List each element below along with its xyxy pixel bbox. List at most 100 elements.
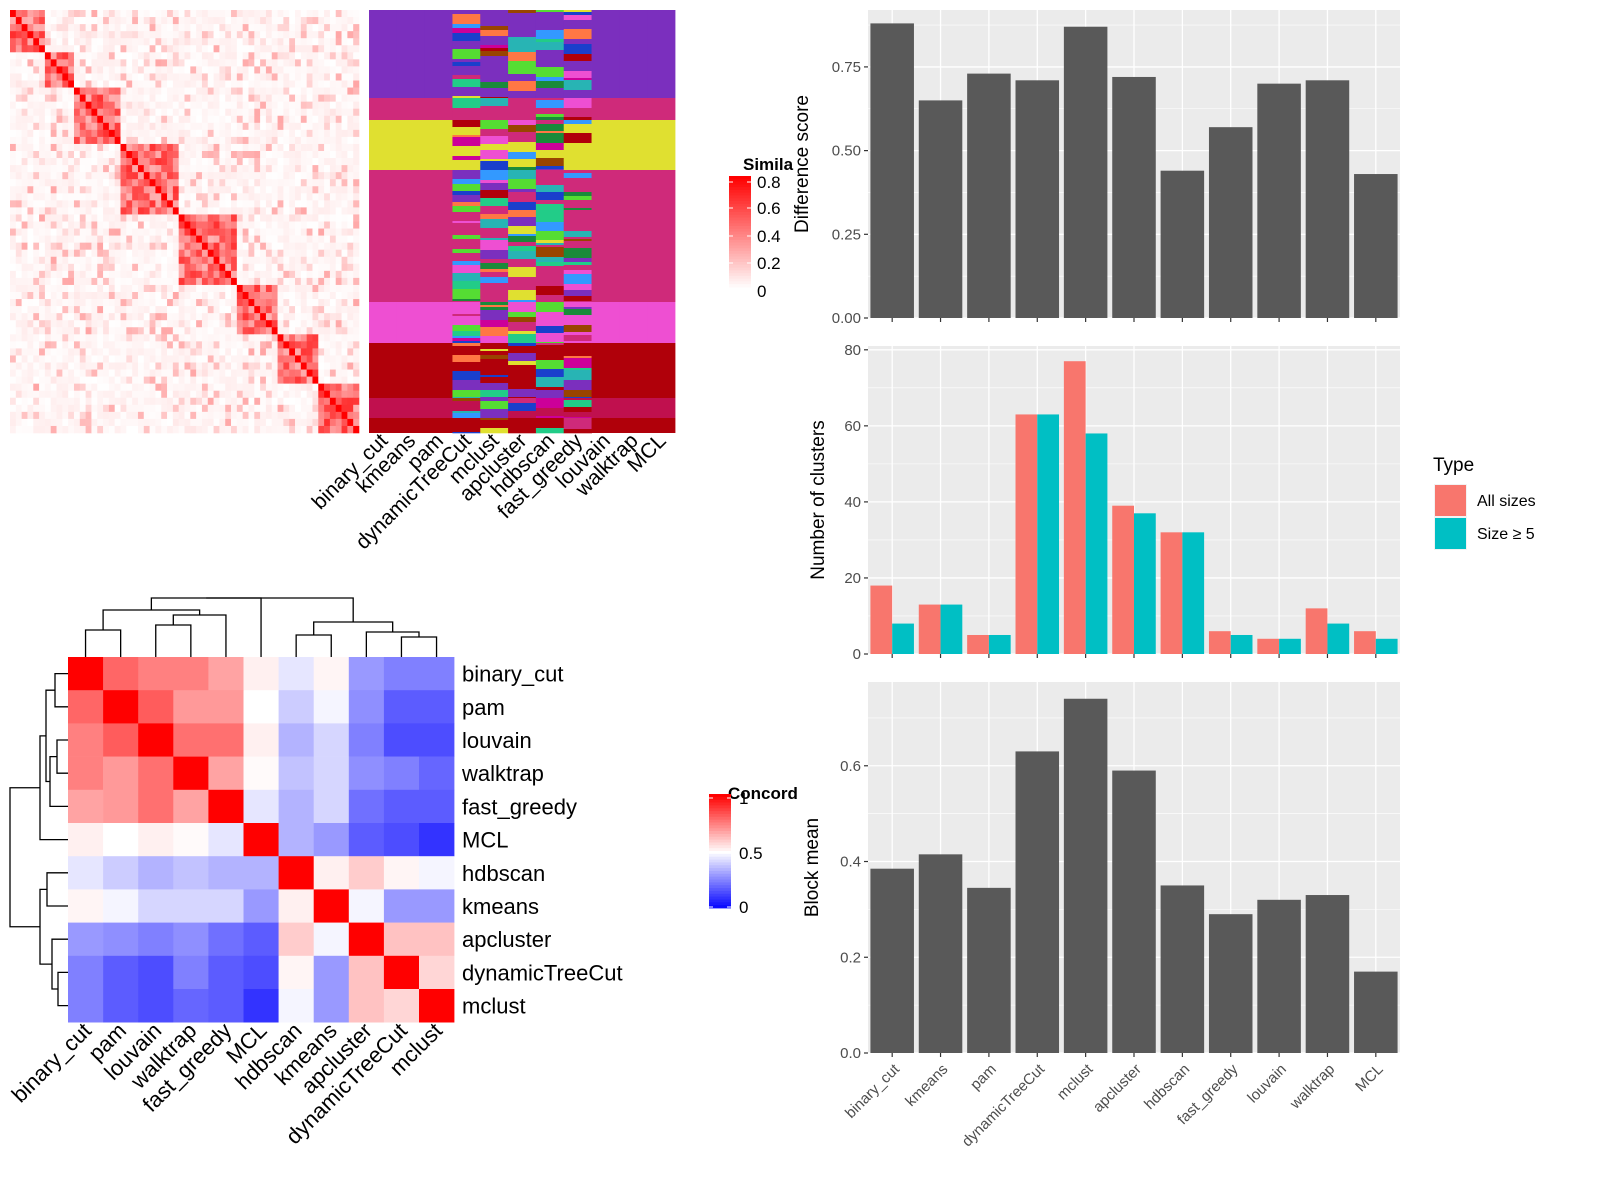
concordance-cell [383, 789, 420, 824]
bar [1134, 513, 1156, 654]
x-tick-label: mclust [1054, 1060, 1097, 1103]
concordance-cell [313, 657, 350, 691]
concordance-cell [68, 690, 104, 724]
concordance-cell [383, 856, 420, 890]
bar [1230, 634, 1253, 654]
concordance-legend-tick: 0 [739, 898, 748, 917]
dendrogram-branch [155, 624, 192, 657]
concordance-cell [419, 922, 455, 957]
dendrogram-branch [9, 787, 40, 928]
bar [1160, 885, 1205, 1053]
concordance-cell [313, 922, 350, 957]
similarity-cells [10, 10, 360, 434]
concordance-cell [103, 789, 139, 824]
dendrogram-branch [56, 739, 68, 774]
type-legend-label: Size ≥ 5 [1477, 526, 1535, 543]
type-legend-label: All sizes [1477, 493, 1536, 510]
type-legend-swatch [1435, 485, 1466, 516]
y-tick-label: 0.00 [832, 310, 861, 327]
concordance-cell [243, 690, 279, 724]
concordance-cell [348, 789, 385, 824]
bar [1208, 127, 1253, 318]
dendrogram-branch [150, 597, 262, 657]
concordance-cell [419, 789, 455, 824]
concordance-cell [208, 823, 244, 857]
concordance-cell [419, 823, 455, 857]
dendrogram-branch [400, 636, 438, 657]
bar [1063, 26, 1108, 319]
concordance-cell [419, 723, 455, 757]
y-tick-label: 0.25 [832, 226, 861, 243]
concordance-cell [68, 889, 104, 923]
concordance-cell [348, 823, 385, 857]
similarity-legend: Simila 0.8 0.6 0.4 0.2 0 [729, 155, 794, 301]
bar [918, 604, 941, 654]
dendrogram-branch [46, 872, 68, 907]
concordance-cell [278, 823, 314, 857]
concordance-cell [383, 756, 420, 791]
similarity-legend-tick: 0.6 [757, 199, 781, 218]
concordance-cell [243, 789, 279, 824]
concordance-cell [278, 723, 314, 757]
concordance-cell [208, 922, 244, 957]
concordance-cell [68, 856, 104, 890]
bar [1063, 698, 1108, 1053]
concordance-cell [348, 756, 385, 791]
bar [967, 634, 989, 654]
concordance-cell [383, 922, 420, 957]
concordance-cell [208, 723, 244, 757]
concordance-cell [103, 690, 139, 724]
concordance-cell [68, 723, 104, 757]
y-tick-label: 20 [844, 570, 861, 587]
concordance-cell [68, 955, 104, 990]
concordance-cell [278, 657, 314, 691]
dendrogram-branch [172, 614, 227, 657]
concordance-cell [243, 889, 279, 923]
concordance-cell [278, 856, 314, 890]
concordance-cell [173, 856, 209, 890]
concordance-cell [138, 823, 174, 857]
x-tick-label: MCL [1352, 1061, 1386, 1095]
concordance-cell [348, 955, 385, 990]
concordance-cell [278, 989, 314, 1023]
difference-score-panel: 0.00 0.25 0.50 0.75 Difference score [792, 10, 1400, 327]
concordance-cell [419, 856, 455, 890]
concordance-cell [348, 889, 385, 923]
type-legend-swatch [1435, 518, 1466, 549]
dendrogram-branch [313, 621, 394, 635]
concordance-cell [243, 823, 279, 857]
concordance-cell [208, 756, 244, 791]
concordance-cell [173, 922, 209, 957]
dendrogram-branch [365, 631, 420, 657]
y-axis-label: Block mean [802, 818, 823, 917]
concordance-cell [348, 657, 385, 691]
concordance-cell [103, 922, 139, 957]
concordance-row-label: binary_cut [462, 662, 564, 687]
bar [940, 604, 963, 654]
concordance-cell [173, 690, 209, 724]
concordance-cell [173, 955, 209, 990]
concordance-cell [103, 723, 139, 757]
concordance-cell [243, 989, 279, 1023]
dendrogram-branch [295, 634, 332, 657]
x-tick-label: dynamicTreeCut [959, 1060, 1049, 1150]
concordance-cell [243, 723, 279, 757]
concordance-row-label: walktrap [461, 761, 544, 786]
concordance-cell [138, 989, 174, 1023]
similarity-legend-title: Simila [743, 155, 794, 174]
y-tick-label: 0.0 [840, 1045, 861, 1062]
concordance-cell [68, 989, 104, 1023]
block-mean-panel: 0.0 0.2 0.4 0.6 binary_cut kmeans pamdynamicTr… [802, 682, 1400, 1150]
concordance-cell [278, 756, 314, 791]
concordance-cell [138, 723, 174, 757]
concordance-cell [103, 756, 139, 791]
x-ticks [891, 318, 1377, 322]
bar [1112, 76, 1156, 319]
concordance-cell [313, 823, 350, 857]
concordance-cell [208, 955, 244, 990]
concordance-cell [138, 789, 174, 824]
bar [1015, 414, 1038, 654]
concordance-cell [68, 922, 104, 957]
